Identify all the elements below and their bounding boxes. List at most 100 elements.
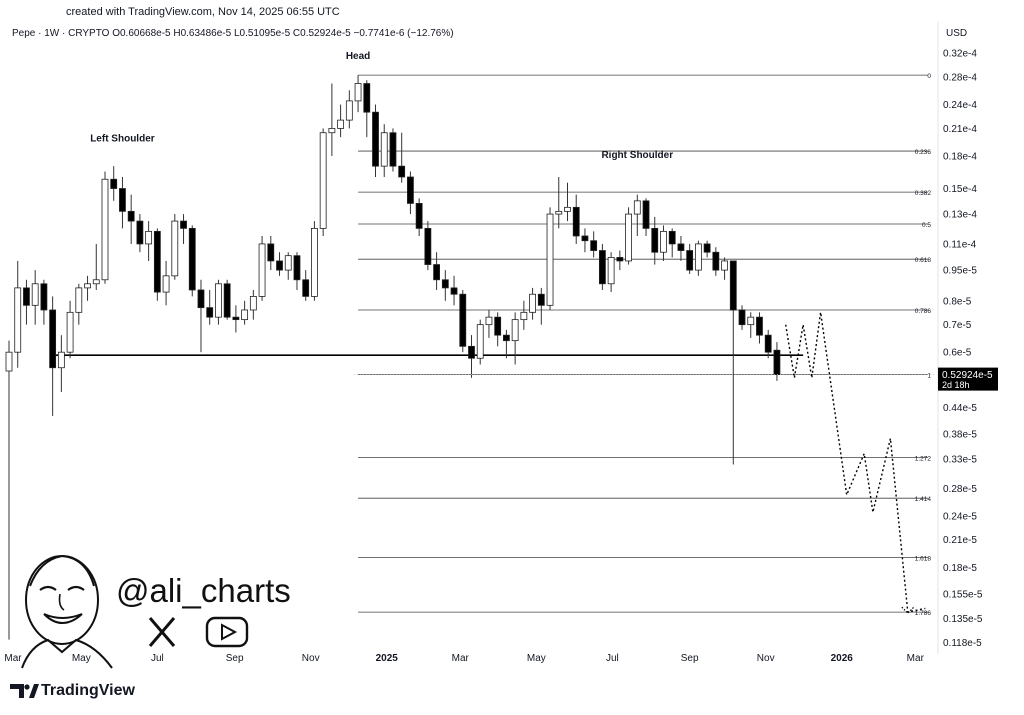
candle-body[interactable] — [337, 119, 345, 129]
candle-body[interactable] — [721, 260, 728, 271]
youtube-icon[interactable] — [205, 616, 249, 648]
candle-body[interactable] — [485, 316, 493, 326]
candle-body[interactable] — [677, 243, 685, 251]
candle-body[interactable] — [171, 220, 179, 277]
candle-body[interactable] — [267, 243, 275, 262]
candle-body[interactable] — [572, 206, 580, 237]
candle-body[interactable] — [607, 257, 615, 285]
candle-body[interactable] — [581, 235, 589, 242]
current-price-tag[interactable] — [938, 367, 998, 391]
candle-body[interactable] — [101, 178, 109, 281]
candle-body[interactable] — [738, 309, 746, 326]
candle-body[interactable] — [651, 227, 659, 253]
candle-body[interactable] — [232, 316, 240, 321]
candle-body[interactable] — [415, 203, 423, 229]
candle-body[interactable] — [590, 240, 598, 251]
candle-body[interactable] — [258, 243, 266, 297]
candle-body[interactable] — [145, 230, 153, 245]
x-social-icon[interactable] — [148, 617, 176, 647]
candle-body[interactable] — [537, 293, 545, 306]
candle-body[interactable] — [127, 210, 135, 222]
y-tick-label: 0.28e-4 — [943, 73, 977, 84]
candle-body[interactable] — [311, 227, 318, 297]
candle-body[interactable] — [441, 279, 449, 289]
candle-body[interactable] — [407, 176, 414, 204]
candle-body[interactable] — [642, 200, 650, 229]
avatar-eyes — [39, 585, 85, 591]
candle-body[interactable] — [284, 255, 292, 271]
candle-body[interactable] — [206, 307, 214, 318]
candle-body[interactable] — [729, 260, 737, 311]
candle-body[interactable] — [276, 260, 283, 271]
candle-body[interactable] — [345, 100, 353, 121]
candle-body[interactable] — [180, 220, 187, 229]
x-tick-label: 2026 — [831, 653, 854, 664]
candle-body[interactable] — [564, 206, 571, 212]
candle-body[interactable] — [756, 316, 763, 336]
candle-body[interactable] — [66, 311, 74, 353]
currency-label[interactable]: USD — [946, 28, 968, 39]
candle-body[interactable] — [503, 334, 510, 342]
candle-body[interactable] — [476, 324, 484, 359]
candle-body[interactable] — [625, 213, 632, 262]
candle-body[interactable] — [328, 128, 336, 134]
candle-body[interactable] — [57, 351, 65, 369]
candle-body[interactable] — [520, 311, 528, 321]
candle-body[interactable] — [747, 316, 755, 326]
candle-body[interactable] — [92, 279, 100, 285]
candle-body[interactable] — [468, 345, 475, 359]
candle-body[interactable] — [529, 293, 536, 313]
candle-body[interactable] — [84, 283, 91, 289]
candle-body[interactable] — [398, 165, 406, 178]
candle-body[interactable] — [703, 243, 711, 253]
candle-body[interactable] — [712, 251, 720, 271]
candle-body[interactable] — [494, 316, 502, 336]
candle-body[interactable] — [153, 230, 161, 293]
candle-body[interactable] — [424, 227, 432, 265]
candle-body[interactable] — [668, 230, 676, 245]
candle-body[interactable] — [694, 243, 702, 271]
candle-body[interactable] — [302, 279, 310, 297]
candle-body[interactable] — [555, 210, 563, 215]
candle-body[interactable] — [459, 293, 467, 347]
candle-body[interactable] — [616, 257, 624, 262]
candle-body[interactable] — [764, 334, 772, 353]
candle-body[interactable] — [633, 200, 641, 215]
candle-body[interactable] — [110, 178, 118, 189]
candle-body[interactable] — [686, 250, 694, 271]
candle-body[interactable] — [319, 132, 327, 229]
candle-body[interactable] — [215, 283, 222, 318]
candle-body[interactable] — [363, 83, 371, 113]
candle-body[interactable] — [5, 351, 13, 372]
candle-body[interactable] — [249, 295, 257, 311]
candle-body[interactable] — [372, 111, 379, 167]
candle-body[interactable] — [511, 319, 519, 342]
candle-body[interactable] — [188, 227, 196, 291]
candle-body[interactable] — [75, 287, 83, 313]
candle-body[interactable] — [223, 283, 231, 318]
candle-body[interactable] — [546, 213, 554, 306]
symbol-ohlc-legend[interactable]: Pepe · 1W · CRYPTO O0.60668e-5 H0.63486e… — [12, 28, 454, 39]
candle-body[interactable] — [450, 287, 458, 295]
candle-body[interactable] — [14, 287, 22, 353]
candle-body[interactable] — [49, 309, 57, 369]
projection-path[interactable] — [785, 312, 926, 613]
candle-body[interactable] — [241, 309, 249, 321]
candle-body[interactable] — [598, 250, 606, 285]
candle-body[interactable] — [660, 230, 667, 253]
author-handle[interactable]: @ali_charts — [116, 572, 291, 609]
candle-body[interactable] — [136, 220, 144, 245]
candle-body[interactable] — [380, 132, 388, 167]
candle-body[interactable] — [354, 83, 362, 102]
candle-body[interactable] — [433, 264, 440, 281]
candle-body[interactable] — [773, 349, 781, 376]
candle-body[interactable] — [40, 283, 48, 311]
candle-body[interactable] — [293, 255, 301, 281]
candle-body[interactable] — [389, 132, 397, 167]
candle-body[interactable] — [197, 289, 205, 309]
candle-body[interactable] — [162, 275, 170, 293]
candle-body[interactable] — [31, 283, 39, 306]
candle-body[interactable] — [23, 287, 30, 306]
candle-body[interactable] — [119, 188, 126, 212]
